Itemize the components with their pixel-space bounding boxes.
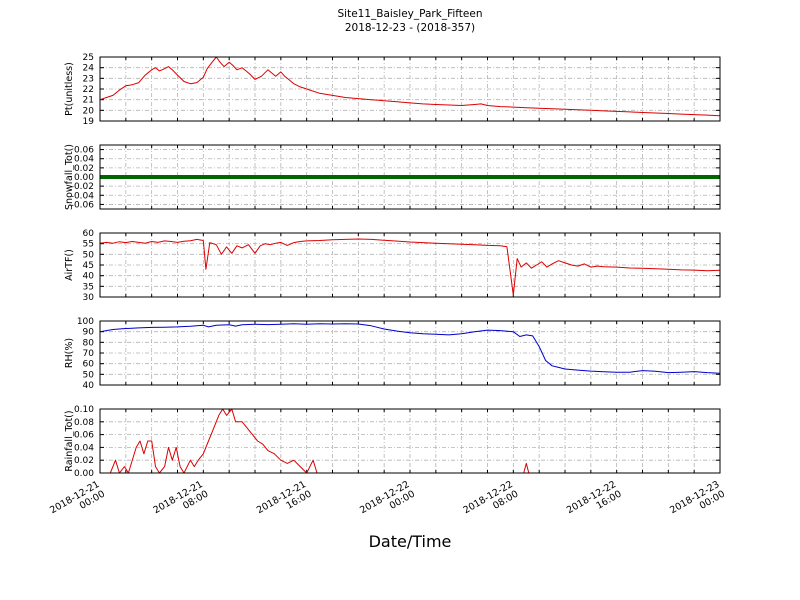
y-tick-label: 23 <box>83 74 94 84</box>
y-tick-label: 22 <box>83 85 94 95</box>
x-tick-label: 2018-12-2108:00 <box>152 479 211 526</box>
x-tick-label: 2018-12-2216:00 <box>565 479 624 526</box>
y-tick-label: 0.08 <box>74 418 94 428</box>
y-tick-label: 35 <box>83 282 94 292</box>
y-tick-label: 0.00 <box>74 173 94 183</box>
y-tick-label: 55 <box>83 240 94 250</box>
y-tick-label: 0.02 <box>74 164 94 174</box>
y-tick-label: 19 <box>83 117 95 127</box>
y-tick-label: -0.04 <box>71 191 95 201</box>
y-axis-label: Snowfall_Tot() <box>64 144 75 210</box>
subplot-1: 0.060.040.020.00-0.02-0.04-0.06Snowfall_… <box>64 144 721 210</box>
figure-title-line2: 2018-12-23 - (2018-357) <box>344 21 476 34</box>
y-tick-label: 80 <box>83 338 95 348</box>
series-line-0 <box>99 56 721 117</box>
y-tick-label: 50 <box>83 370 95 380</box>
y-tick-label: 0.04 <box>74 443 94 453</box>
figure-title: Site11_Baisley_Park_Fifteen 2018-12-23 -… <box>100 8 720 35</box>
x-axis-title: Date/Time <box>368 532 452 551</box>
y-tick-label: 20 <box>83 106 95 116</box>
series-line-4 <box>100 408 720 474</box>
y-tick-label: 100 <box>77 317 94 327</box>
figure-title-line1: Site11_Baisley_Park_Fifteen <box>337 8 483 20</box>
y-tick-label: -0.02 <box>71 182 94 192</box>
plot-frame <box>99 408 721 474</box>
y-axis-label: Rainfall_Tot() <box>64 410 75 471</box>
plot-frame <box>99 232 721 298</box>
x-tick-label: 2018-12-2200:00 <box>358 479 417 526</box>
plot-frame <box>99 320 721 386</box>
y-tick-label: 0.02 <box>74 456 94 466</box>
y-tick-label: 60 <box>83 360 95 370</box>
series-line-3 <box>99 323 721 374</box>
y-tick-label: 0.06 <box>74 146 94 156</box>
series-line-2 <box>99 238 721 296</box>
y-tick-label: 90 <box>83 328 95 338</box>
y-tick-label: 21 <box>83 96 94 106</box>
y-axis-label: RH(%) <box>64 338 75 368</box>
plot-frame <box>99 144 721 210</box>
x-tick-label: 2018-12-2116:00 <box>255 479 314 526</box>
y-tick-label: 0.10 <box>74 405 94 415</box>
y-tick-label: 0.04 <box>74 155 94 165</box>
y-axis-label: AirTF() <box>64 249 75 281</box>
y-tick-label: 0.00 <box>74 469 94 479</box>
plot-frame <box>99 56 721 122</box>
y-tick-label: 45 <box>83 261 94 271</box>
y-tick-label: 25 <box>83 53 94 63</box>
x-tick-label: 2018-12-2208:00 <box>462 479 521 526</box>
x-tick-label: 2018-12-2300:00 <box>668 479 727 526</box>
x-tick-label: 2018-12-2100:00 <box>48 479 107 526</box>
y-axis-label: Pt(unitless) <box>64 62 75 116</box>
y-tick-label: -0.06 <box>71 200 95 210</box>
y-tick-label: 50 <box>83 250 95 260</box>
y-tick-label: 40 <box>83 272 95 282</box>
y-tick-label: 30 <box>83 293 95 303</box>
y-tick-label: 0.06 <box>74 431 94 441</box>
y-tick-label: 24 <box>83 64 95 74</box>
y-tick-label: 70 <box>83 349 95 359</box>
y-tick-label: 40 <box>83 381 95 391</box>
y-tick-label: 60 <box>83 229 95 239</box>
